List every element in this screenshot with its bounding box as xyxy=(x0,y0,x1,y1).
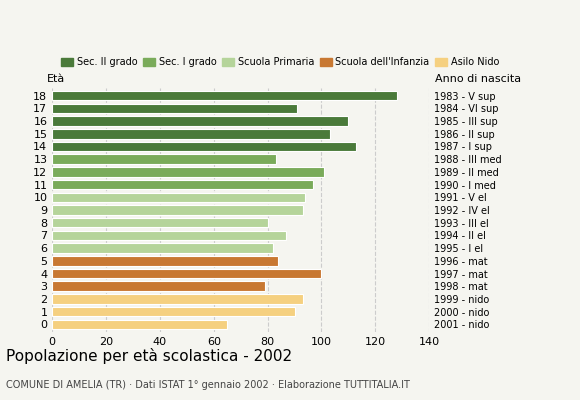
Bar xyxy=(52,104,297,113)
Text: Popolazione per età scolastica - 2002: Popolazione per età scolastica - 2002 xyxy=(6,348,292,364)
Bar xyxy=(52,218,267,228)
Bar xyxy=(52,129,329,138)
Bar xyxy=(52,307,295,316)
Bar xyxy=(52,231,287,240)
Bar xyxy=(52,205,303,215)
Bar xyxy=(52,154,276,164)
Bar xyxy=(52,256,278,266)
Bar xyxy=(52,320,227,329)
Bar xyxy=(52,294,303,304)
Bar xyxy=(52,116,349,126)
Text: Anno di nascita: Anno di nascita xyxy=(435,74,521,84)
Bar xyxy=(52,282,265,291)
Bar xyxy=(52,142,357,151)
Legend: Sec. II grado, Sec. I grado, Scuola Primaria, Scuola dell'Infanzia, Asilo Nido: Sec. II grado, Sec. I grado, Scuola Prim… xyxy=(57,53,503,71)
Bar xyxy=(52,269,321,278)
Text: COMUNE DI AMELIA (TR) · Dati ISTAT 1° gennaio 2002 · Elaborazione TUTTITALIA.IT: COMUNE DI AMELIA (TR) · Dati ISTAT 1° ge… xyxy=(6,380,409,390)
Bar xyxy=(52,243,273,253)
Text: Età: Età xyxy=(46,74,64,84)
Bar xyxy=(52,167,324,177)
Bar xyxy=(52,91,397,100)
Bar xyxy=(52,180,313,189)
Bar xyxy=(52,192,305,202)
